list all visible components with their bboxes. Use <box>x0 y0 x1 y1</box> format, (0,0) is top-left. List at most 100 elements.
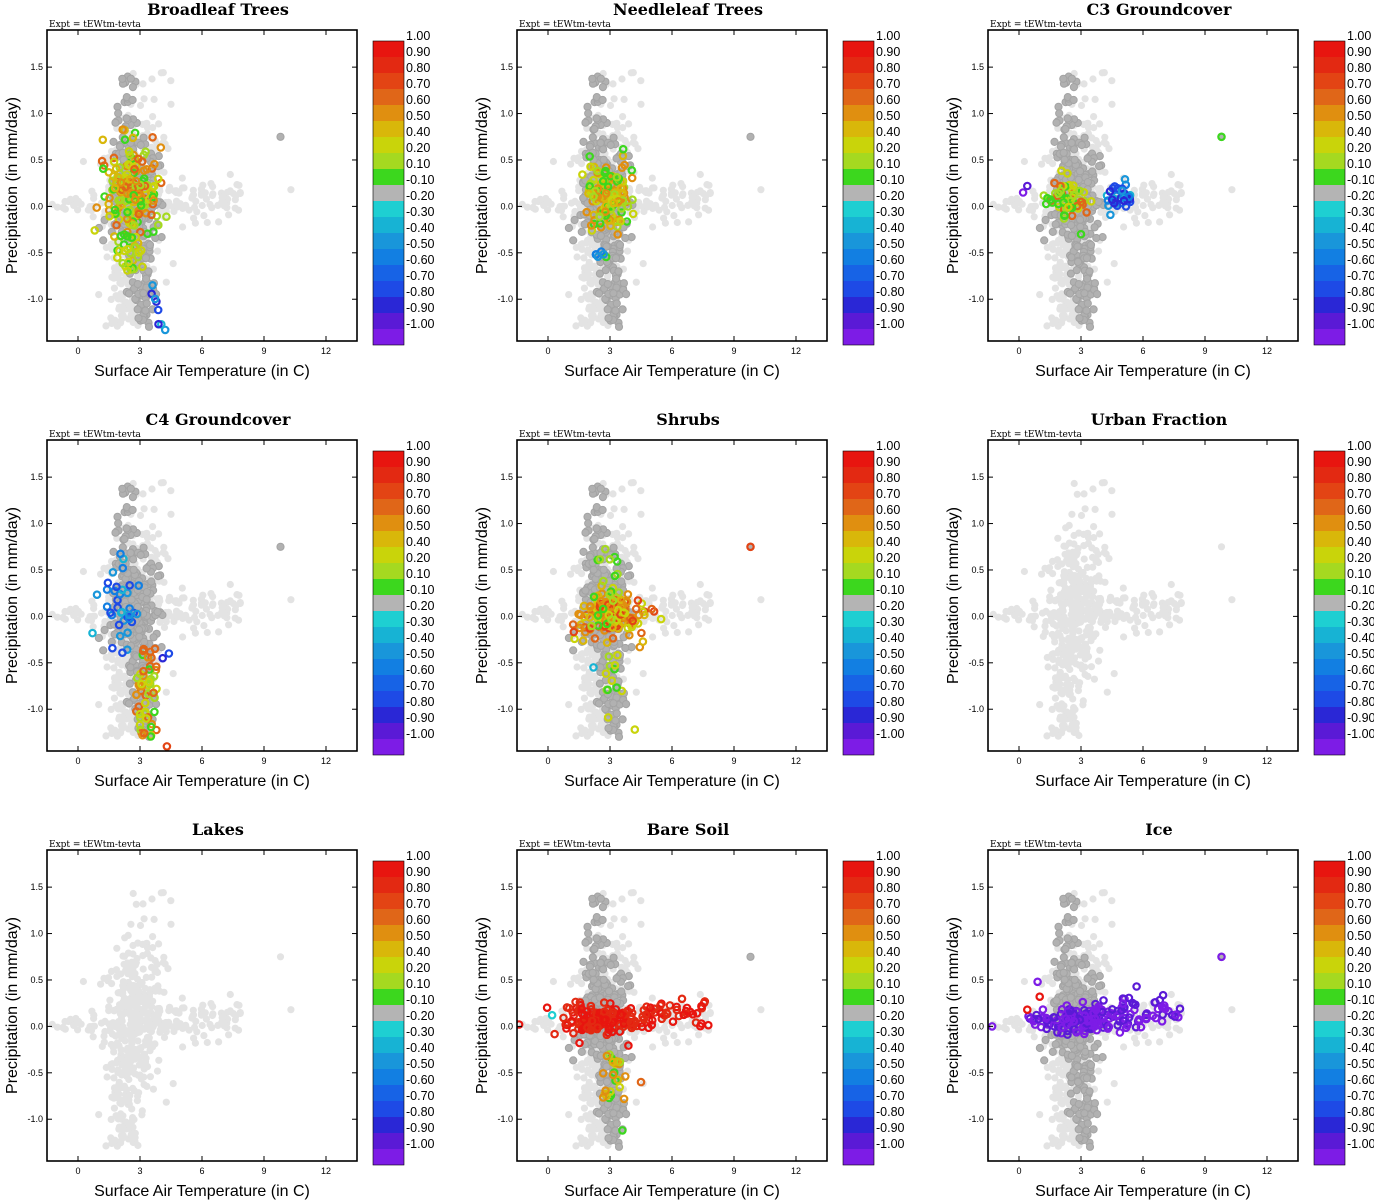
gray-point <box>128 95 137 105</box>
gray-point <box>612 299 621 308</box>
bg-point <box>115 668 123 676</box>
bg-point <box>1059 315 1067 323</box>
colorbar-swatch <box>843 281 874 297</box>
colorbar-label: -0.30 <box>876 205 905 219</box>
bg-point <box>208 191 216 200</box>
bg-point <box>101 617 109 626</box>
bg-point <box>630 133 638 141</box>
colorbar-label: -0.90 <box>406 711 435 725</box>
y-tick-label: 1.5 <box>30 472 43 482</box>
bg-point <box>580 254 588 262</box>
gray-point <box>1054 102 1063 111</box>
bg-point <box>166 593 174 601</box>
colorbar-label: 0.70 <box>406 77 430 91</box>
bg-point <box>139 80 147 88</box>
gray-point <box>122 114 131 123</box>
bg-point <box>125 711 133 719</box>
gray-point <box>1082 254 1092 263</box>
colorbar-swatch <box>373 217 404 233</box>
bg-point <box>688 198 696 206</box>
data-point <box>123 244 132 254</box>
gray-point <box>142 564 151 573</box>
gray-point <box>1075 167 1085 176</box>
gray-point <box>570 215 579 225</box>
gray-point <box>135 632 144 641</box>
bg-point <box>149 523 157 531</box>
bg-point <box>155 530 163 538</box>
bg-point <box>565 291 573 299</box>
colorbar-swatch <box>1314 233 1345 249</box>
bg-point <box>179 633 187 641</box>
colorbar-swatch <box>1314 185 1345 201</box>
y-tick-label: 1.0 <box>30 109 43 119</box>
gray-point <box>596 231 606 240</box>
colorbar-label: -0.10 <box>1347 173 1374 187</box>
bg-point <box>676 200 684 209</box>
data-point <box>617 208 626 217</box>
bg-point <box>140 95 148 103</box>
gray-point <box>128 505 137 515</box>
gray-point <box>122 524 131 533</box>
data-point <box>132 609 142 619</box>
bg-point <box>1103 278 1111 286</box>
colorbar-swatch <box>373 691 404 707</box>
gray-point <box>1082 306 1091 315</box>
data-point <box>114 620 124 630</box>
bg-point <box>150 95 158 103</box>
bg-point <box>554 206 562 214</box>
bg-point <box>178 174 186 182</box>
panel-title: Shrubs <box>656 410 719 429</box>
data-point <box>103 578 113 588</box>
bg-point <box>107 295 115 303</box>
gray-point <box>1035 223 1045 233</box>
bg-point <box>225 211 233 219</box>
colorbar-label: 0.80 <box>1347 61 1371 75</box>
data-point <box>613 230 623 239</box>
colorbar-swatch <box>373 249 404 265</box>
bg-point <box>1110 260 1118 268</box>
bg-point <box>53 613 62 621</box>
bg-point <box>90 194 98 202</box>
data-point <box>609 198 619 208</box>
bg-point <box>1120 223 1128 231</box>
bg-point <box>116 279 124 287</box>
gray-point <box>609 289 618 298</box>
data-point <box>118 125 128 134</box>
bg-point <box>639 670 647 678</box>
bg-point <box>1094 185 1102 193</box>
colorbar-label: 0.20 <box>1347 141 1371 155</box>
gray-point <box>1059 148 1068 157</box>
colorbar-label: 0.70 <box>406 487 430 501</box>
bg-point <box>166 183 174 191</box>
colorbar-label: -0.60 <box>876 253 905 267</box>
bg-point <box>567 199 576 207</box>
colorbar-swatch <box>373 121 404 137</box>
bg-point <box>580 694 589 702</box>
data-point <box>1124 192 1134 202</box>
gray-point <box>1070 155 1079 164</box>
gray-point <box>581 118 590 127</box>
scatter-points <box>989 69 1236 331</box>
gray-point <box>139 543 148 552</box>
gray-point <box>622 290 631 299</box>
colorbar-swatch <box>373 467 404 483</box>
gray-point <box>126 74 135 83</box>
data-point <box>111 164 121 174</box>
bg-point <box>198 611 206 620</box>
bg-point <box>587 645 595 653</box>
bg-point <box>66 195 75 203</box>
bg-point <box>139 120 147 128</box>
gray-point <box>588 74 597 83</box>
data-point <box>98 164 108 174</box>
bg-point <box>102 322 110 330</box>
colorbar-label: -0.90 <box>1347 301 1374 315</box>
data-point <box>108 567 118 577</box>
gray-point <box>133 305 142 314</box>
bg-point <box>95 701 103 709</box>
bg-point <box>169 670 177 678</box>
gray-point <box>1089 305 1098 314</box>
bg-point <box>139 530 147 539</box>
gray-point <box>602 242 611 251</box>
